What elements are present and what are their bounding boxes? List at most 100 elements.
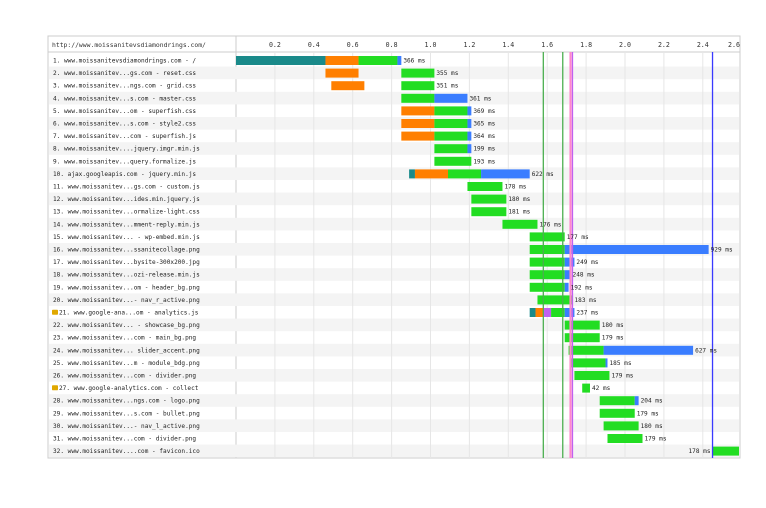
- bar-segment-ttfb: [467, 182, 503, 191]
- bar-segment-ttfb: [529, 270, 565, 280]
- lock-icon: [52, 385, 58, 391]
- request-label: 2. www.moissanitev...gs.com - reset.css: [53, 70, 196, 77]
- timing-label: 176 ms: [539, 221, 561, 228]
- bar-segment-download: [603, 345, 694, 355]
- bar-segment-dns: [236, 56, 326, 65]
- request-label: 21. www.google-ana...om - analytics.js: [59, 310, 199, 317]
- bar-segment-ttfb: [434, 106, 468, 116]
- timing-label: 180 ms: [508, 196, 530, 203]
- bar-segment-download: [481, 169, 530, 179]
- bar-segment-ttfb: [529, 282, 565, 292]
- request-label: 17. www.moissanitev...bysite-300x200.jpg: [53, 259, 200, 266]
- bar-segment-download: [564, 270, 571, 280]
- x-tick-label: 2.4: [697, 41, 709, 49]
- request-label: 13. www.moissanitev...ormalize-light.css: [53, 209, 200, 216]
- x-tick-label: 2.6: [728, 41, 740, 49]
- timing-label: 929 ms: [711, 247, 733, 254]
- bar-segment-ttfb: [712, 446, 739, 456]
- bar-segment-ttfb: [570, 358, 606, 368]
- bar-segment-ttfb: [471, 207, 507, 217]
- bar-segment-connect: [401, 106, 435, 116]
- bar-segment-ttfb: [502, 219, 538, 229]
- x-tick-label: 0.4: [308, 41, 320, 49]
- bar-segment-ssl: [543, 308, 552, 317]
- bar-segment-ttfb: [529, 245, 565, 254]
- timing-label: 351 ms: [436, 83, 458, 90]
- timing-label: 627 ms: [695, 347, 717, 354]
- timing-label: 237 ms: [576, 310, 598, 317]
- timing-label: 355 ms: [436, 70, 458, 77]
- timing-label: 185 ms: [609, 360, 631, 367]
- x-tick-label: 1.6: [541, 41, 553, 49]
- bar-segment-ttfb: [434, 156, 472, 166]
- request-label: 4. www.moissanitev...s.com - master.css: [53, 95, 196, 102]
- request-label: 23. www.moissanitev...com - main_bg.png: [53, 335, 196, 342]
- x-tick-label: 0.8: [386, 41, 398, 49]
- bar-segment-ttfb: [529, 232, 565, 242]
- bar-segment-ttfb: [574, 371, 610, 380]
- request-label: 15. www.moissanitev... - wp-embed.min.js: [53, 234, 200, 241]
- x-tick-label: 0.2: [269, 41, 281, 49]
- request-label: 24. www.moissanitev... slider_accent.png: [53, 347, 200, 354]
- bar-segment-ttfb: [582, 383, 590, 393]
- bar-segment-ttfb: [564, 320, 600, 330]
- row-band: [49, 167, 739, 180]
- bar-segment-ttfb: [434, 119, 468, 128]
- timing-label: 179 ms: [611, 373, 633, 380]
- bar-segment-connect: [325, 56, 359, 65]
- request-label: 32. www.moissanitev....com - favicon.ico: [53, 448, 200, 455]
- x-tick-label: 1.0: [425, 41, 437, 49]
- bar-segment-download: [467, 144, 472, 154]
- x-tick-label: 0.6: [347, 41, 359, 49]
- row-band: [49, 192, 739, 206]
- x-tick-label: 1.2: [463, 41, 475, 49]
- request-label: 28. www.moissanitev...ngs.com - logo.png: [53, 398, 200, 405]
- request-label: 16. www.moissanitev...ssanitecollage.png: [53, 247, 200, 254]
- request-label: 10. ajax.googleapis.com - jquery.min.js: [53, 171, 196, 178]
- bar-segment-ttfb: [434, 144, 468, 154]
- timing-label: 364 ms: [473, 133, 495, 140]
- timing-label: 204 ms: [641, 398, 663, 405]
- bar-segment-connect: [325, 68, 359, 78]
- bar-segment-download: [634, 396, 639, 406]
- timing-label: 199 ms: [473, 146, 495, 153]
- request-label: 22. www.moissanitev... - showcase_bg.png: [53, 322, 200, 329]
- timing-label: 180 ms: [602, 322, 624, 329]
- timing-label: 365 ms: [473, 121, 495, 128]
- request-label: 3. www.moissanitev...ngs.com - grid.css: [53, 83, 196, 90]
- bar-segment-connect: [401, 131, 435, 141]
- request-label: 20. www.moissanitev...- nav_r_active.png: [53, 297, 200, 304]
- request-label: 11. www.moissanitev...gs.com - custom.js: [53, 184, 200, 191]
- row-band: [49, 343, 739, 357]
- timing-label: 248 ms: [573, 272, 595, 279]
- bar-segment-connect: [401, 119, 435, 128]
- bar-segment-ttfb: [568, 345, 604, 355]
- bar-segment-ttfb: [564, 333, 600, 343]
- bar-segment-download: [564, 282, 569, 292]
- timing-label: 178 ms: [689, 448, 711, 455]
- x-tick-label: 2.0: [619, 41, 631, 49]
- timing-label: 179 ms: [645, 436, 667, 443]
- bar-segment-ttfb: [599, 408, 635, 418]
- request-label: 7. www.moissanitev...com - superfish.js: [53, 133, 196, 140]
- bar-segment-download: [434, 93, 468, 103]
- request-label: 29. www.moissanitev...s.com - bullet.png: [53, 410, 200, 417]
- bar-segment-download: [467, 119, 472, 128]
- bar-segment-ttfb: [603, 421, 639, 431]
- bar-segment-connect: [331, 81, 365, 91]
- timing-label: 361 ms: [469, 95, 491, 102]
- bar-segment-ttfb: [607, 434, 643, 443]
- bar-segment-download: [564, 245, 709, 254]
- request-label: 27. www.google-analytics.com - collect: [59, 385, 199, 392]
- row-band: [49, 117, 739, 130]
- bar-segment-dns: [529, 308, 536, 317]
- timing-label: 42 ms: [592, 385, 611, 392]
- request-label: 30. www.moissanitev...- nav_l_active.png: [53, 423, 200, 430]
- bar-segment-download: [467, 106, 472, 116]
- bar-segment-ttfb: [401, 81, 435, 91]
- timing-label: 177 ms: [567, 234, 589, 241]
- x-tick-label: 1.8: [580, 41, 592, 49]
- bar-segment-ttfb: [599, 396, 635, 406]
- timing-label: 179 ms: [602, 335, 624, 342]
